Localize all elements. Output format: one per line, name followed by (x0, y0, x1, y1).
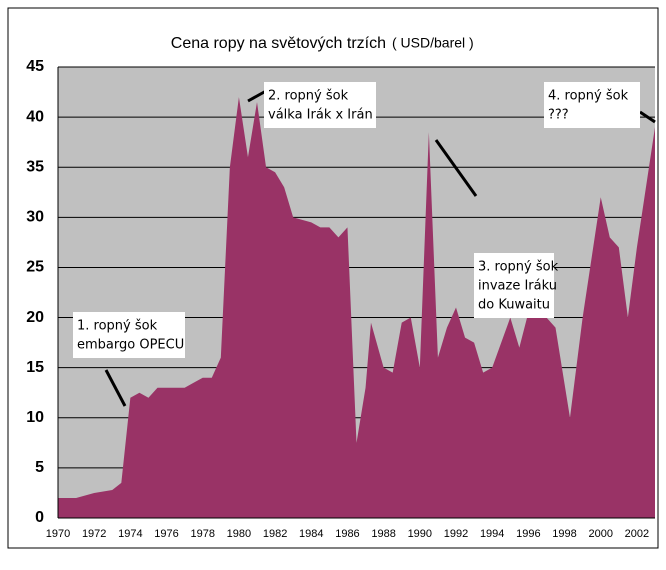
y-tick-label: 30 (26, 209, 44, 226)
leader-line (104, 369, 127, 407)
leader-line (247, 89, 267, 103)
x-tick-label: 1974 (118, 528, 142, 540)
y-tick-label: 45 (26, 58, 44, 75)
x-tick-label: 1998 (552, 528, 576, 540)
annotation-text: embargo OPECU (77, 338, 184, 353)
x-tick-label: 1994 (480, 528, 504, 540)
leader-line (434, 139, 478, 197)
y-tick-label: 25 (26, 259, 44, 276)
annotation-text: do Kuwaitu (478, 298, 550, 313)
annotation-text: válka Irák x Irán (268, 108, 373, 123)
y-tick-label: 5 (35, 459, 44, 476)
y-tick-label: 20 (26, 309, 44, 326)
x-tick-label: 1970 (46, 528, 70, 540)
chart-title: Cena ropy na světových trzích (171, 35, 386, 52)
annotation-text: 1. ropný šok (77, 319, 158, 334)
y-tick-label: 0 (35, 509, 44, 526)
annotation-text: 2. ropný šok (268, 89, 349, 104)
x-tick-label: 2002 (625, 528, 649, 540)
annotation-text: invaze Iráku (478, 279, 557, 294)
x-tick-label: 1996 (516, 528, 540, 540)
annotation-box (544, 82, 640, 128)
x-tick-label: 1984 (299, 528, 323, 540)
annotation-box (474, 253, 554, 318)
annotation-text: 3. ropný šok (478, 260, 559, 275)
x-tick-label: 1988 (371, 528, 395, 540)
x-tick-label: 1992 (444, 528, 468, 540)
y-tick-label: 15 (26, 359, 44, 376)
x-tick-label: 1990 (408, 528, 432, 540)
leader-line (639, 110, 656, 124)
annotation-box (264, 82, 376, 128)
annotation-box (73, 312, 185, 358)
area (58, 97, 655, 519)
annotation-text: ??? (548, 108, 569, 123)
y-tick-label: 35 (26, 158, 44, 175)
x-tick-label: 1978 (190, 528, 214, 540)
x-tick-label: 1982 (263, 528, 287, 540)
x-tick-label: 1972 (82, 528, 106, 540)
annotation-text: 4. ropný šok (548, 89, 629, 104)
x-tick-label: 1976 (154, 528, 178, 540)
y-tick-label: 40 (26, 108, 44, 125)
x-tick-label: 2000 (588, 528, 612, 540)
x-tick-label: 1980 (227, 528, 251, 540)
x-tick-label: 1986 (335, 528, 359, 540)
y-tick-label: 10 (26, 409, 44, 426)
unit-label: ( USD/barel ) (392, 35, 474, 51)
